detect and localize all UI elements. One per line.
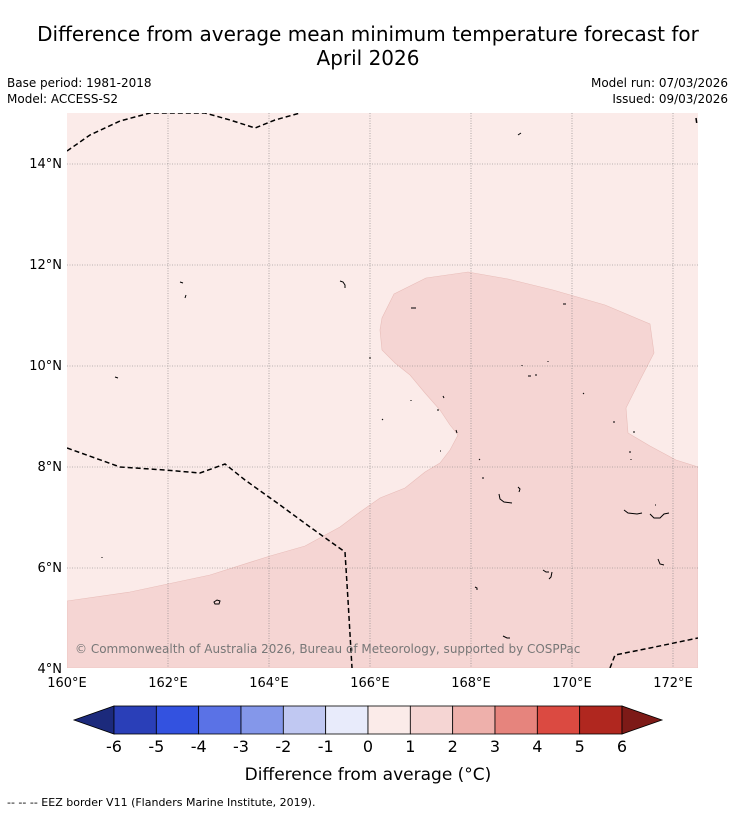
map-title-line-1: Difference from average mean minimum tem… xyxy=(37,22,699,46)
lat-label-10n: 10°N xyxy=(29,359,62,374)
lon-label-170e: 170°E xyxy=(552,676,592,691)
metadata-left: Base period: 1981-2018 Model: ACCESS-S2 xyxy=(7,75,152,107)
colorbar-swatch xyxy=(409,705,454,735)
colorbar-tick-label: 6 xyxy=(617,737,627,756)
lat-label-6n: 6°N xyxy=(38,561,63,576)
colorbar-swatch xyxy=(579,705,623,735)
lon-label-172e: 172°E xyxy=(653,676,693,691)
lat-label-12n: 12°N xyxy=(29,258,62,273)
lon-label-164e: 164°E xyxy=(249,676,289,691)
lon-label-160e: 160°E xyxy=(47,676,87,691)
colorbar-swatch xyxy=(325,705,369,735)
colorbar-tick-label: -6 xyxy=(106,737,122,756)
eez-footnote: -- -- -- EEZ border V11 (Flanders Marine… xyxy=(7,796,316,809)
colorbar-label: Difference from average (°C) xyxy=(245,765,492,785)
map-title-line-2: April 2026 xyxy=(316,46,420,70)
anomaly-region-1-to-2 xyxy=(67,271,698,668)
islands xyxy=(101,132,670,639)
colorbar-tick-label: -2 xyxy=(275,737,291,756)
lat-label-14n: 14°N xyxy=(29,157,62,172)
colorbar-tick-label: 1 xyxy=(405,737,415,756)
colorbar-swatch xyxy=(494,705,538,735)
colorbar-swatch xyxy=(198,705,242,735)
lat-label-8n: 8°N xyxy=(38,460,63,475)
lon-label-162e: 162°E xyxy=(148,676,188,691)
lon-label-168e: 168°E xyxy=(451,676,491,691)
colorbar-swatch xyxy=(536,705,581,735)
colorbar-tick-label: 3 xyxy=(490,737,500,756)
colorbar-swatch xyxy=(367,705,411,735)
colorbar-swatch xyxy=(155,705,200,735)
colorbar-tick-label: -1 xyxy=(318,737,334,756)
model-run-text: Model run: 07/03/2026 xyxy=(590,76,728,90)
lon-label-166e: 166°E xyxy=(350,676,390,691)
colorbar-swatch xyxy=(113,705,157,735)
copyright-text: © Commonwealth of Australia 2026, Bureau… xyxy=(75,642,580,656)
model-text: Model: ACCESS-S2 xyxy=(7,92,119,106)
colorbar-swatches xyxy=(72,705,664,735)
colorbar-tick-label: -5 xyxy=(148,737,164,756)
colorbar-swatch xyxy=(452,705,496,735)
map-title: Difference from average mean minimum tem… xyxy=(0,22,736,70)
issued-text: Issued: 09/03/2026 xyxy=(612,92,728,106)
eez-border xyxy=(67,113,698,668)
colorbar-swatch xyxy=(282,705,327,735)
latitude-labels: 4°N 6°N 8°N 10°N 12°N 14°N xyxy=(29,157,62,677)
colorbar: -6 -5 -4 -3 -2 -1 0 1 2 3 4 5 6 Difference from aver… xyxy=(72,705,664,785)
colorbar-tick-label: 4 xyxy=(532,737,542,756)
colorbar-swatch xyxy=(240,705,284,735)
colorbar-tick-label: 5 xyxy=(575,737,585,756)
longitude-labels: 160°E 162°E 164°E 166°E 168°E 170°E 172°… xyxy=(47,676,693,691)
metadata-right: Model run: 07/03/2026 Issued: 09/03/2026 xyxy=(591,75,728,107)
colorbar-tick-label: 2 xyxy=(448,737,458,756)
colorbar-tick-label: -3 xyxy=(233,737,249,756)
colorbar-extend-low xyxy=(72,705,115,735)
colorbar-tick-label: 0 xyxy=(363,737,373,756)
graticule xyxy=(67,113,698,668)
colorbar-tick-label: -4 xyxy=(191,737,207,756)
base-period-text: Base period: 1981-2018 xyxy=(7,76,152,90)
colorbar-ticks: -6 -5 -4 -3 -2 -1 0 1 2 3 4 5 6 xyxy=(106,737,627,756)
colorbar-extend-high xyxy=(621,705,664,735)
lat-label-4n: 4°N xyxy=(38,662,63,677)
